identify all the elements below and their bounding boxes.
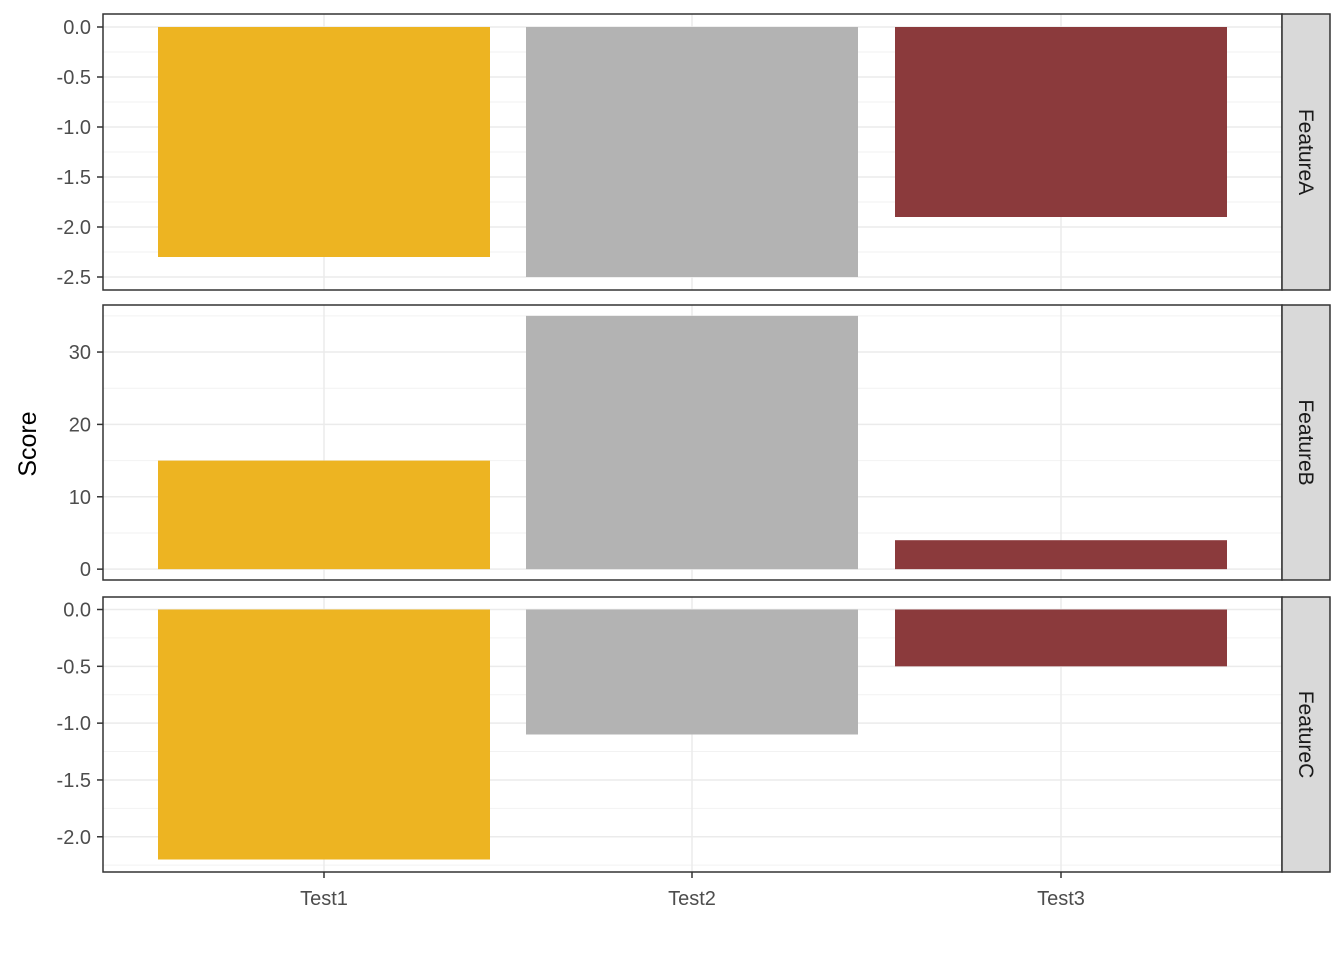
facet-strip: [1281, 596, 1331, 873]
bar-test3-featurec: [895, 609, 1227, 667]
bar-test1-featurec: [158, 609, 490, 860]
y-tick-label: 30: [69, 342, 91, 364]
y-tick-label: 20: [69, 414, 91, 436]
bar-test3-featurea: [895, 27, 1227, 217]
facet-panel: 0.0 -0.5 -1.0 -1.5 -2.0 -2.5 FeatureA: [57, 13, 1331, 291]
bar-test2-featureb: [526, 315, 858, 570]
y-tick-label: -1.0: [57, 117, 91, 139]
y-tick-label: -2.0: [57, 217, 91, 239]
x-tick-label: Test3: [1037, 888, 1085, 910]
x-axis: Test1 Test2 Test3: [300, 872, 1085, 910]
facet-strip-label: FeatureA: [1294, 109, 1317, 195]
y-tick-label: -2.0: [57, 827, 91, 849]
facet-strip: [1281, 304, 1331, 581]
y-tick-label: -0.5: [57, 656, 91, 678]
facet-panel: 0.0 -0.5 -1.0 -1.5 -2.0 FeatureC: [57, 596, 1331, 873]
y-tick-label: -2.5: [57, 267, 91, 289]
bar-test3-featureb: [895, 540, 1227, 570]
bar-test2-featurea: [526, 27, 858, 277]
x-tick-label: Test1: [300, 888, 348, 910]
y-tick-label: 0: [80, 559, 91, 581]
y-tick-label: 0.0: [63, 600, 91, 622]
y-tick-label: 10: [69, 487, 91, 509]
y-tick-label: -1.0: [57, 713, 91, 735]
x-tick-label: Test2: [668, 888, 716, 910]
y-tick-label: 0.0: [63, 17, 91, 39]
facets-layer: 0.0 -0.5 -1.0 -1.5 -2.0 -2.5 FeatureA 0 10 20 30 Fe…: [57, 13, 1331, 873]
facet-panel: 0 10 20 30 FeatureB: [69, 304, 1331, 581]
y-tick-label: -0.5: [57, 67, 91, 89]
bar-test2-featurec: [526, 609, 858, 735]
facet-strip: [1281, 13, 1331, 291]
y-axis-title: Score: [14, 411, 42, 476]
y-tick-label: -1.5: [57, 167, 91, 189]
bar-test1-featureb: [158, 460, 490, 570]
y-tick-label: -1.5: [57, 770, 91, 792]
bar-test1-featurea: [158, 27, 490, 257]
facet-strip-label: FeatureB: [1294, 399, 1317, 485]
facet-strip-label: FeatureC: [1294, 691, 1317, 779]
